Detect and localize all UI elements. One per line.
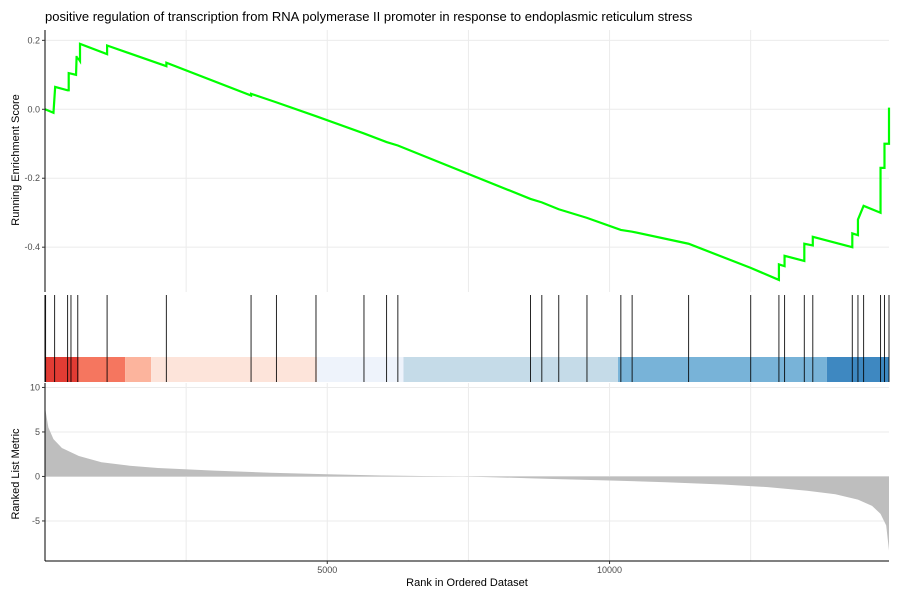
color-band-segment xyxy=(151,357,318,382)
ranked-metric-fill xyxy=(45,407,889,551)
axes xyxy=(44,30,889,562)
x-tick-label: 10000 xyxy=(597,565,622,575)
color-band-segment xyxy=(78,357,126,382)
color-band xyxy=(45,357,889,382)
color-band-segment xyxy=(125,357,152,382)
color-band-segment xyxy=(403,357,619,382)
y-tick-label: 0.0 xyxy=(27,104,40,114)
running-score-line xyxy=(44,42,891,282)
color-band-segment xyxy=(45,357,79,382)
chart-title: positive regulation of transcription fro… xyxy=(45,9,693,24)
y-tick-label: -0.2 xyxy=(24,173,40,183)
color-band-segment xyxy=(618,357,827,382)
x-tick-label: 5000 xyxy=(317,565,337,575)
y-tick-label: -0.4 xyxy=(24,242,40,252)
y-tick-label: -5 xyxy=(32,516,40,526)
y-axis-label-ranked-metric: Ranked List Metric xyxy=(10,428,22,520)
y-axis-label-running-score: Running Enrichment Score xyxy=(10,94,22,225)
y-tick-label: 0.2 xyxy=(27,35,40,45)
color-band-segment xyxy=(317,357,404,382)
gene-hit-marks xyxy=(45,295,890,382)
running-score-series xyxy=(44,42,891,282)
y-tick-label: 5 xyxy=(35,427,40,437)
ranked-metric-area xyxy=(45,407,889,551)
y-tick-label: 0 xyxy=(35,471,40,481)
x-axis-label: Rank in Ordered Dataset xyxy=(406,577,528,589)
y-tick-label: 10 xyxy=(30,382,40,392)
tick-labels: 0.2 0.0 -0.2 -0.4 10 5 0 -5 5000 10000 xyxy=(24,35,622,575)
